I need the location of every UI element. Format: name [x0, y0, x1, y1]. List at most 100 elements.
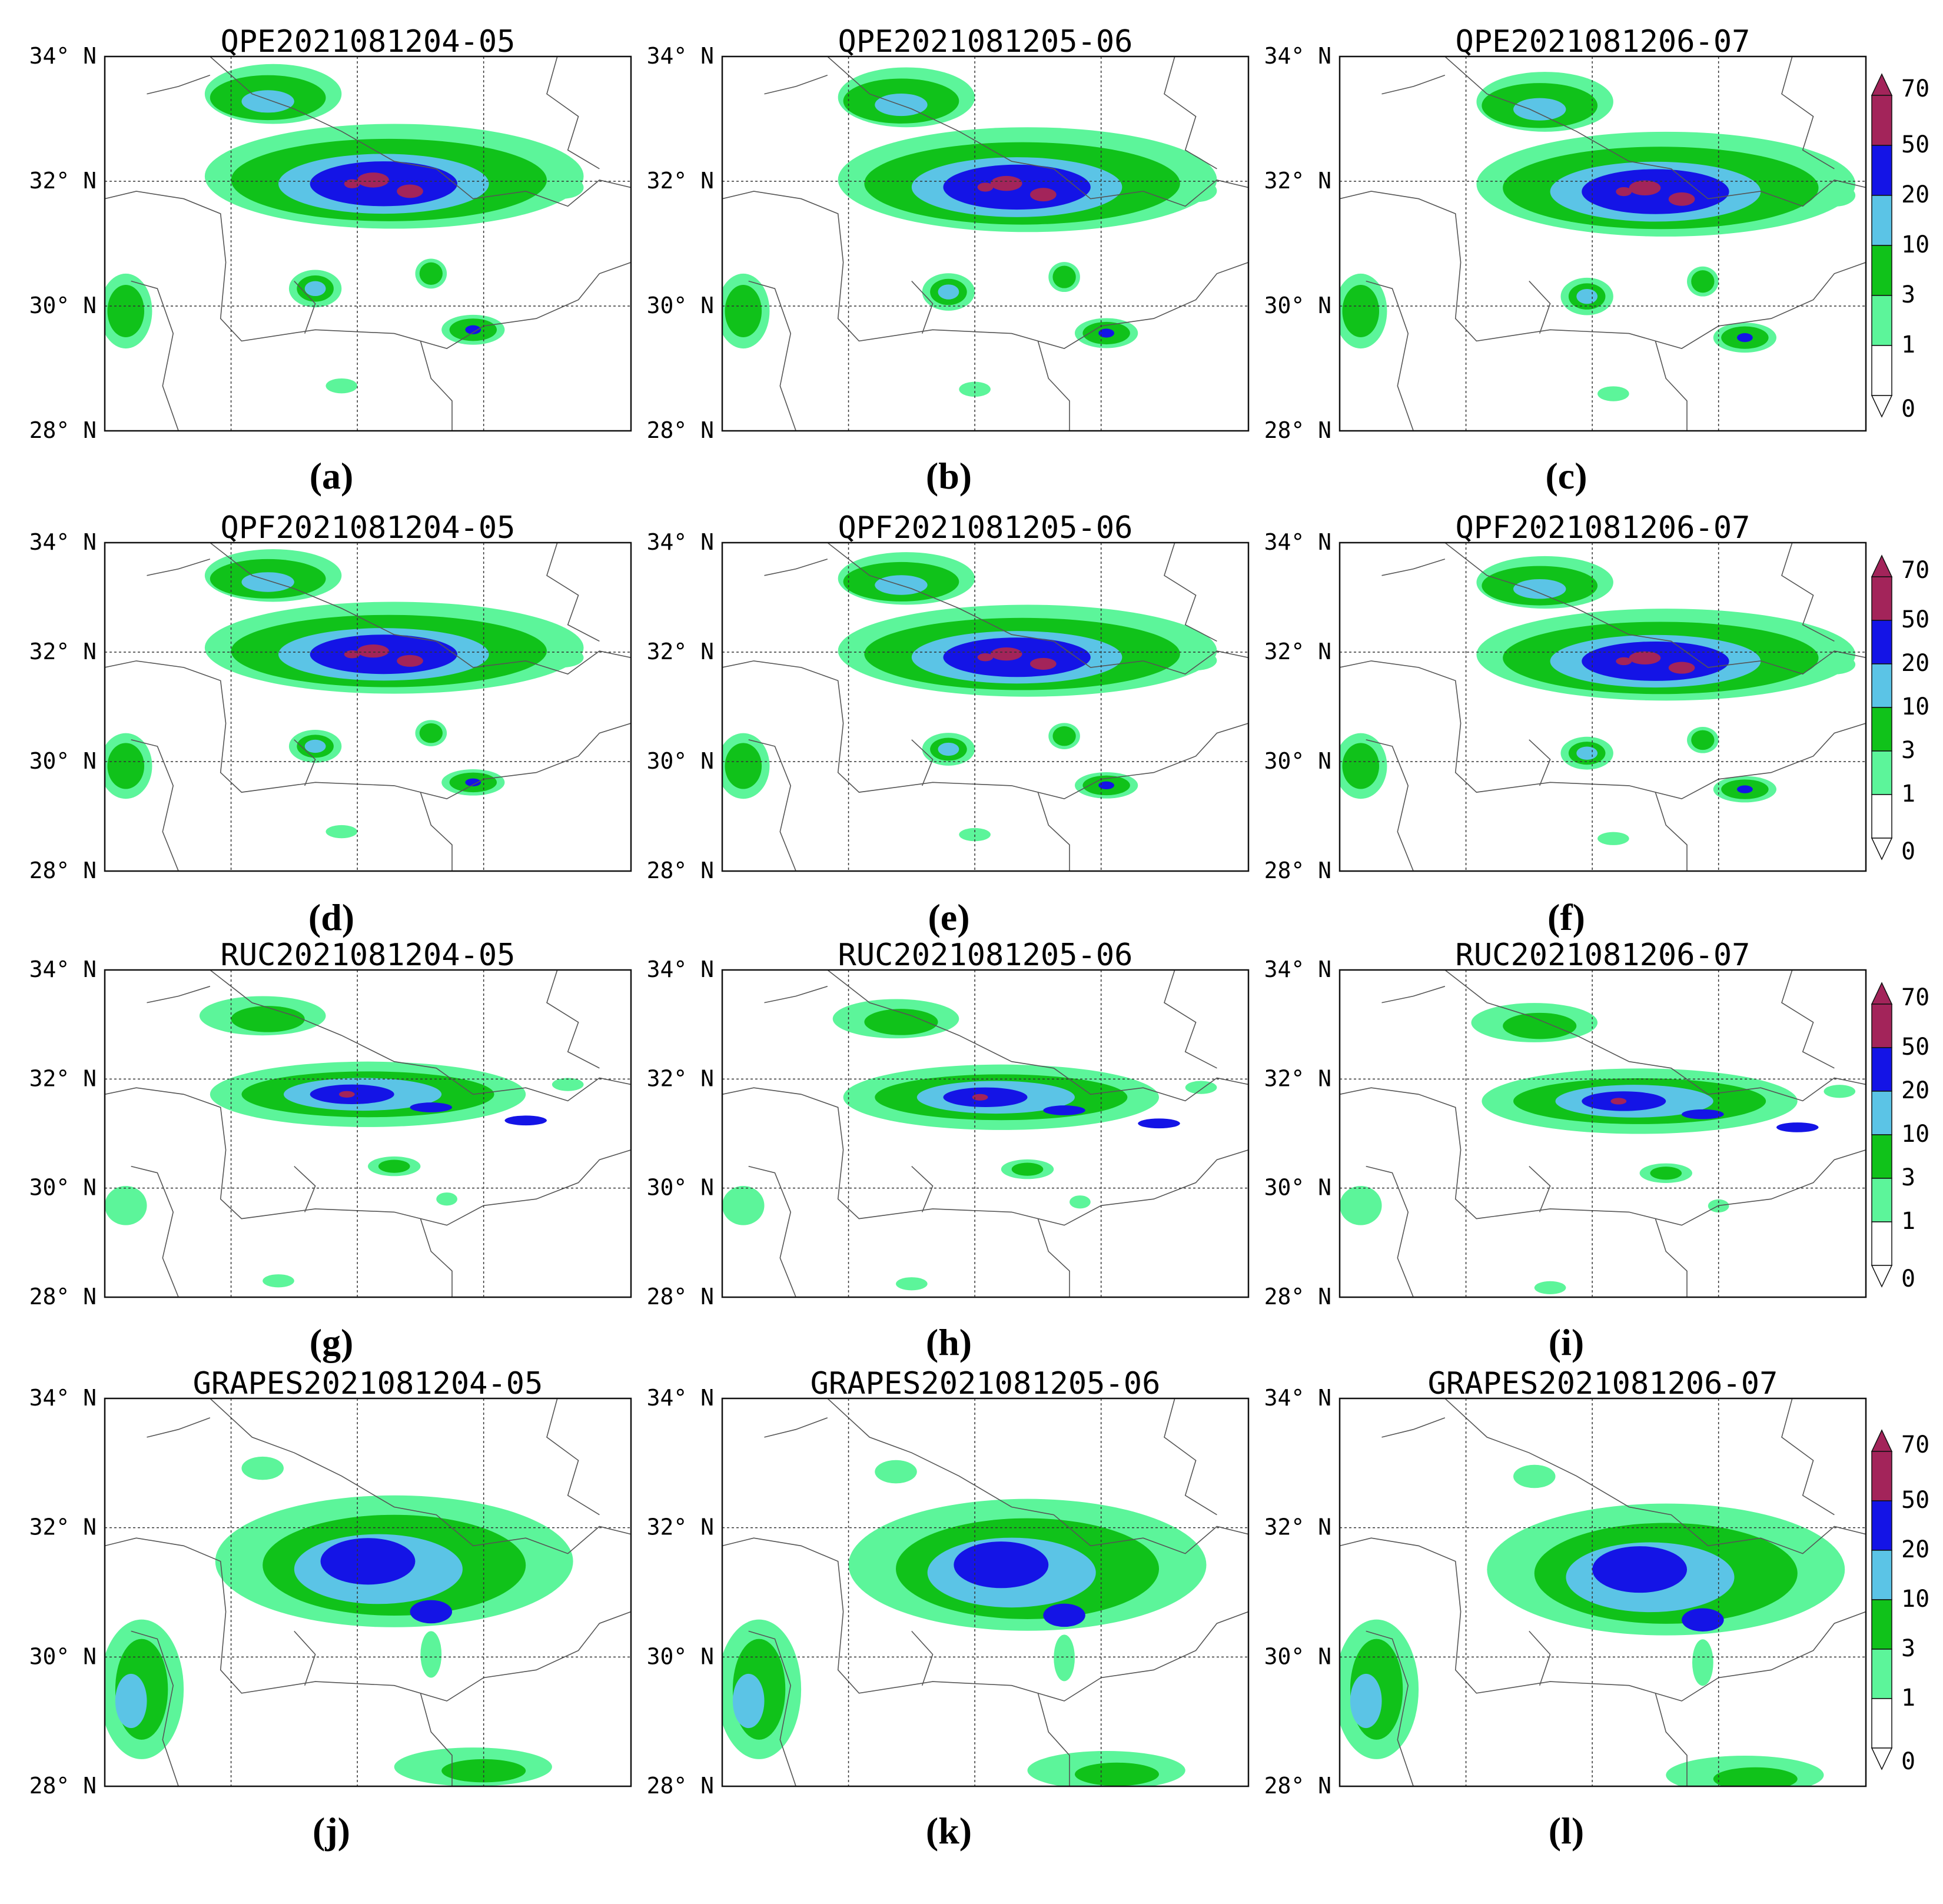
map-background	[1340, 543, 1866, 871]
map-panel: 34° N 32° N 30° N 28° N QPF2021081204-05 (d)	[29, 510, 632, 938]
precip-area	[326, 378, 358, 394]
colorbar-extend-min	[1871, 395, 1893, 418]
province-boundary	[1655, 341, 1688, 431]
latitude-label: 30° N	[29, 1643, 97, 1669]
precip-area	[304, 739, 326, 753]
precip-area	[1342, 284, 1380, 337]
panel-title: QPE2021081206-07	[1456, 24, 1751, 59]
province-boundary	[546, 1398, 600, 1516]
colorbar-segment	[1871, 1599, 1892, 1650]
precip-area	[1610, 1098, 1627, 1105]
precip-area	[1616, 187, 1632, 197]
colorbar-extend-max	[1871, 73, 1893, 96]
latitude-label: 34° N	[647, 43, 714, 69]
province-boundary	[1164, 970, 1217, 1069]
latitude-label: 34° N	[29, 43, 97, 69]
latitude-label: 30° N	[647, 748, 714, 774]
latitude-label: 28° N	[1264, 858, 1331, 883]
latitude-label: 32° N	[647, 168, 714, 194]
colorbar-tick-label: 20	[1901, 1536, 1929, 1563]
province-boundary	[1340, 660, 1866, 800]
precip-area	[1534, 1281, 1566, 1294]
precip-area	[338, 1091, 355, 1098]
colorbar-segment	[1871, 1221, 1892, 1266]
province-boundary	[748, 280, 796, 431]
province-boundary	[420, 792, 453, 871]
colorbar-tick-label: 20	[1901, 1077, 1929, 1104]
precip-area	[1513, 1464, 1556, 1488]
panel-title: QPF2021081206-07	[1456, 510, 1751, 546]
precip-area	[263, 1274, 294, 1288]
precip-area	[1597, 832, 1629, 845]
precip-area	[1592, 1546, 1688, 1593]
colorbar-tick-label: 10	[1901, 693, 1929, 720]
precip-area	[938, 284, 959, 300]
map-panel: 34° N 32° N 30° N 28° N RUC2021081204-05 (g)	[29, 938, 632, 1363]
precip-area	[552, 1078, 584, 1091]
panel-title: GRAPES2021081204-05	[193, 1366, 543, 1401]
precip-area	[397, 654, 423, 667]
colorbar-segment	[1871, 1698, 1892, 1749]
panel-title: QPE2021081204-05	[221, 24, 516, 59]
province-boundary	[105, 191, 631, 349]
panel-label: (k)	[926, 1810, 972, 1852]
latitude-label: 32° N	[647, 1065, 714, 1091]
province-boundary	[1381, 75, 1446, 95]
precip-area	[107, 284, 145, 337]
precip-area	[1629, 651, 1661, 665]
latitude-label: 30° N	[647, 1643, 714, 1669]
precip-area	[1824, 1085, 1856, 1098]
colorbar-segment	[1871, 95, 1892, 146]
latitude-label: 28° N	[29, 1284, 97, 1310]
province-boundary	[1781, 543, 1835, 642]
precip-area	[241, 1456, 284, 1480]
precip-area	[1668, 662, 1695, 674]
province-boundary	[827, 970, 1248, 1102]
province-boundary	[911, 1166, 934, 1212]
panel-label: (a)	[310, 455, 354, 497]
province-boundary	[1529, 281, 1551, 334]
province-boundary	[294, 739, 316, 786]
province-boundary	[764, 986, 828, 1003]
colorbar-segment	[1871, 750, 1892, 795]
precip-area	[1776, 1122, 1819, 1132]
colorbar-extend-min	[1871, 838, 1893, 860]
precip-area	[1070, 1195, 1091, 1209]
panel-label: (l)	[1549, 1810, 1584, 1852]
colorbar-tick-label: 1	[1901, 1684, 1915, 1712]
province-boundary	[1164, 57, 1217, 170]
precip-area	[107, 743, 145, 789]
colorbar-extend-max	[1871, 554, 1893, 577]
precip-area	[304, 281, 326, 297]
latitude-label: 34° N	[29, 1385, 97, 1411]
province-boundary	[147, 986, 211, 1003]
province-boundary	[1366, 280, 1414, 431]
colorbar-extend-min	[1871, 1747, 1893, 1770]
map-frame	[1338, 1397, 1867, 1787]
colorbar-extend-min	[1871, 1265, 1893, 1288]
latitude-label: 32° N	[647, 639, 714, 664]
colorbar-extend-max	[1871, 1429, 1893, 1452]
precip-area	[1138, 1118, 1180, 1129]
colorbar-tick-label: 0	[1901, 1265, 1915, 1292]
map-panel: 34° N 32° N 30° N 28° N QPE2021081206-07 (c)	[1264, 24, 1867, 497]
province-boundary	[1037, 1218, 1070, 1297]
province-boundary	[911, 1630, 934, 1686]
precip-area	[420, 1631, 442, 1678]
province-boundary	[827, 1398, 1248, 1554]
precip-area	[326, 825, 358, 839]
latitude-label: 34° N	[29, 956, 97, 982]
colorbar-tick-label: 50	[1901, 131, 1929, 158]
province-boundary	[420, 341, 453, 431]
panel-title: QPF2021081204-05	[221, 510, 516, 546]
map-panel: 34° N 32° N 30° N 28° N QPF2021081205-06 (e)	[647, 510, 1250, 938]
panel-label: (g)	[310, 1321, 354, 1363]
colorbar-tick-label: 10	[1901, 1586, 1929, 1613]
map-background	[1340, 970, 1866, 1297]
latitude-label: 32° N	[29, 1065, 97, 1091]
precip-area	[1668, 192, 1695, 206]
precip-area	[378, 1159, 410, 1173]
province-boundary	[420, 1693, 453, 1786]
colorbar-tick-label: 70	[1901, 75, 1929, 102]
